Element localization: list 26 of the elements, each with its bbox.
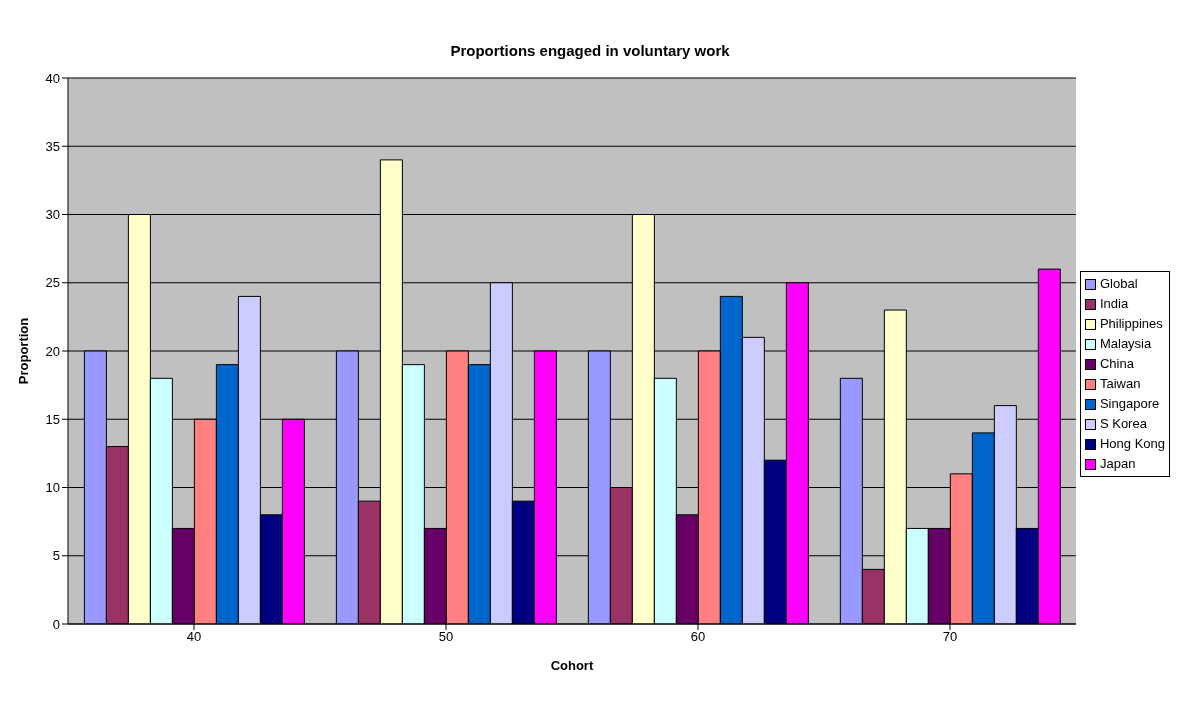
- legend-label: Japan: [1099, 455, 1136, 473]
- legend-label: India: [1099, 295, 1129, 313]
- y-tick-label: 30: [45, 207, 60, 223]
- y-tick-label: 0: [52, 616, 60, 632]
- x-tick-label: 50: [438, 629, 454, 645]
- legend-label: Global: [1099, 275, 1138, 293]
- x-axis-title: Cohort: [550, 658, 594, 673]
- legend-label: Singapore: [1099, 395, 1160, 413]
- legend-label: Philippines: [1099, 315, 1163, 333]
- legend-label: Malaysia: [1099, 335, 1152, 353]
- x-tick-label: 60: [690, 629, 706, 645]
- y-axis-title: Proportion: [15, 317, 31, 385]
- legend-label: S Korea: [1099, 415, 1147, 433]
- legend-label: Hong Kong: [1099, 435, 1165, 453]
- legend-label: China: [1099, 355, 1134, 373]
- y-tick-label: 5: [52, 548, 60, 564]
- x-tick-label: 40: [186, 629, 202, 645]
- y-tick-label: 25: [45, 275, 60, 291]
- legend-label: Taiwan: [1099, 375, 1141, 393]
- y-tick-label: 15: [45, 411, 60, 427]
- y-tick-label: 20: [45, 343, 60, 359]
- y-tick-label: 35: [45, 138, 60, 154]
- x-tick-label: 70: [942, 629, 958, 645]
- y-tick-label: 10: [45, 480, 60, 496]
- y-tick-label: 40: [45, 70, 60, 86]
- chart-title: Proportions engaged in voluntary work: [449, 41, 731, 61]
